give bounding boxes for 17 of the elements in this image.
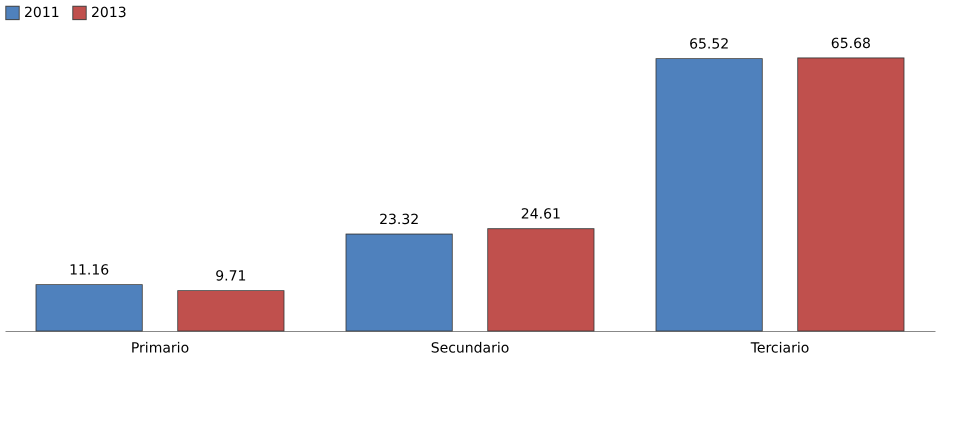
legend-label: 2013 [91, 4, 127, 21]
data-label: 65.68 [830, 36, 871, 52]
bar [36, 284, 143, 332]
x-tick-label: Secundario [430, 340, 510, 356]
bar [346, 234, 453, 332]
bar [177, 290, 284, 332]
legend-label: 2011 [24, 4, 60, 21]
data-label: 9.71 [215, 268, 246, 285]
data-label: 65.52 [689, 36, 730, 53]
data-label: 24.61 [520, 206, 561, 223]
bar [487, 228, 594, 332]
data-label: 23.32 [379, 212, 420, 228]
bar [656, 58, 763, 332]
data-label: 11.16 [69, 262, 110, 279]
x-tick-label: Primario [130, 340, 190, 356]
bar [797, 58, 904, 332]
x-tick-label: Terciario [750, 340, 810, 356]
